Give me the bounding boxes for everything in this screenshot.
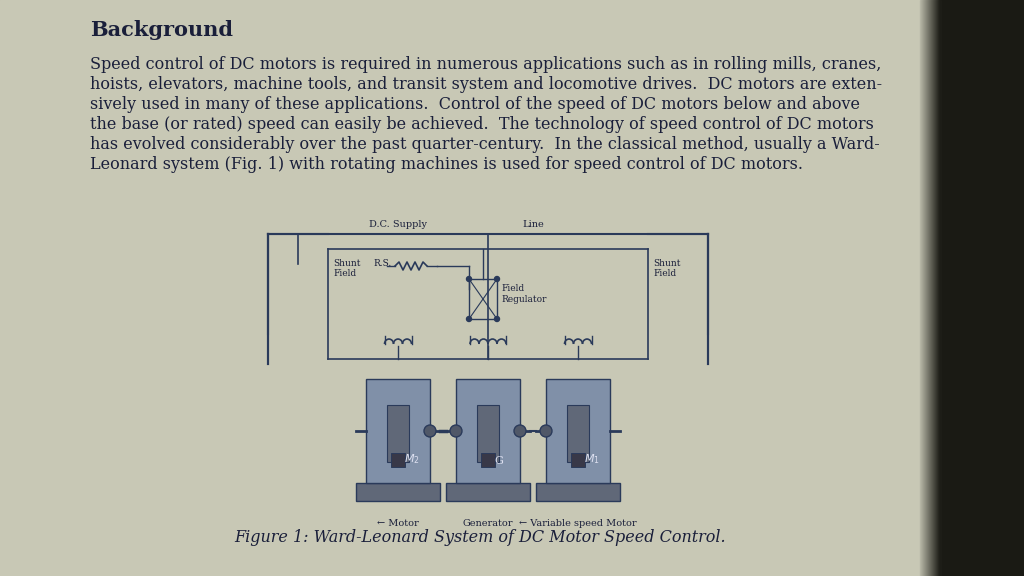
Bar [446, 483, 530, 501]
Bar [356, 483, 440, 501]
Text: G: G [494, 456, 503, 467]
Bar [366, 379, 430, 483]
Text: Speed control of DC motors is required in numerous applications such as in rolli: Speed control of DC motors is required i… [90, 56, 882, 73]
Text: Shunt
Field: Shunt Field [333, 259, 360, 278]
Text: Generator: Generator [463, 519, 513, 528]
Circle shape [424, 425, 436, 437]
Text: Figure 1: Ward-Leonard System of DC Motor Speed Control.: Figure 1: Ward-Leonard System of DC Moto… [234, 529, 726, 546]
Bar [546, 379, 610, 483]
Bar [481, 453, 495, 467]
Text: ← Variable speed Motor: ← Variable speed Motor [519, 519, 637, 528]
Circle shape [495, 276, 500, 282]
Text: Line: Line [522, 220, 544, 229]
Text: Field
Regulator: Field Regulator [501, 285, 547, 304]
Bar [571, 453, 585, 467]
Bar [567, 405, 589, 462]
Text: sively used in many of these applications.  Control of the speed of DC motors be: sively used in many of these application… [90, 96, 860, 113]
Text: ← Motor: ← Motor [377, 519, 419, 528]
Bar [469, 279, 497, 319]
Text: the base (or rated) speed can easily be achieved.  The technology of speed contr: the base (or rated) speed can easily be … [90, 116, 873, 133]
Bar [536, 483, 620, 501]
Text: hoists, elevators, machine tools, and transit system and locomotive drives.  DC : hoists, elevators, machine tools, and tr… [90, 76, 882, 93]
Bar [456, 379, 520, 483]
Bar [387, 405, 409, 462]
Text: Leonard system (Fig. 1) with rotating machines is used for speed control of DC m: Leonard system (Fig. 1) with rotating ma… [90, 156, 803, 173]
Circle shape [450, 425, 462, 437]
Circle shape [540, 425, 552, 437]
Text: Shunt
Field: Shunt Field [653, 259, 681, 278]
Circle shape [467, 316, 471, 321]
Text: $M_1$: $M_1$ [584, 453, 600, 467]
Bar [477, 405, 499, 462]
Text: R.S.: R.S. [373, 259, 391, 268]
Bar [940, 0, 1024, 576]
Text: Background: Background [90, 20, 233, 40]
Circle shape [495, 316, 500, 321]
Text: has evolved considerably over the past quarter-century.  In the classical method: has evolved considerably over the past q… [90, 136, 880, 153]
Text: D.C. Supply: D.C. Supply [369, 220, 427, 229]
Bar [391, 453, 406, 467]
Circle shape [514, 425, 526, 437]
Text: $M_2$: $M_2$ [404, 453, 420, 467]
Circle shape [467, 276, 471, 282]
